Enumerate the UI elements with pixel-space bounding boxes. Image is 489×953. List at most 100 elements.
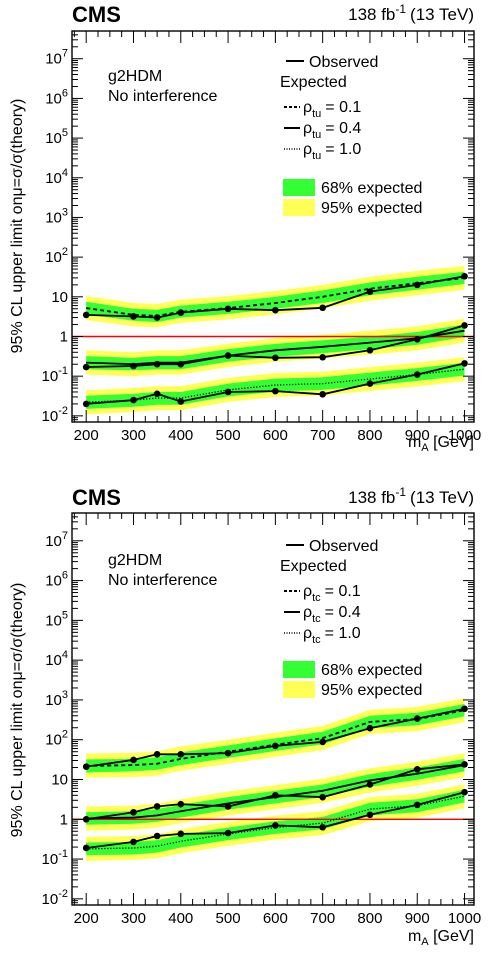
observed-point-coupling-1 (130, 756, 137, 764)
x-axis-label: mA [GeV] (408, 928, 474, 948)
coupling-value: = 0.4 (325, 604, 361, 621)
rho-symbol: ρ (303, 604, 312, 621)
x-axis-symbol: m (408, 434, 421, 451)
y-tick-base: 10 (45, 732, 62, 749)
y-tick-exponent: 2 (62, 246, 68, 258)
y-tick-label: 10 (51, 771, 68, 788)
y-tick-label: 102 (45, 246, 68, 266)
observed-point-coupling-3 (272, 822, 279, 829)
x-tick-label: 900 (405, 910, 430, 927)
observed-line-coupling-2 (86, 324, 465, 368)
x-tick-label: 900 (405, 427, 430, 444)
legend-coupling-3: ρtu = 1.0 (303, 141, 361, 162)
y-tick-label: 10-1 (42, 365, 68, 385)
x-tick-label: 200 (74, 427, 99, 444)
x-axis-unit: [GeV] (429, 434, 474, 451)
observed-point-coupling-1 (461, 705, 468, 713)
y-tick-exponent: 6 (62, 570, 68, 582)
y-tick-base: 10 (42, 891, 59, 908)
observed-point-coupling-3 (413, 801, 421, 809)
y-tick-label: 107 (45, 530, 68, 550)
observed-point-coupling-2 (413, 766, 421, 773)
y-tick-exponent: 2 (62, 729, 68, 741)
y-tick-exponent: 4 (62, 167, 68, 179)
y-tick-base: 10 (45, 170, 62, 187)
observed-point-coupling-2 (461, 322, 468, 329)
y-tick-base: 10 (45, 90, 62, 107)
luminosity-exponent: -1 (395, 485, 406, 499)
observed-line-coupling-2 (86, 763, 465, 821)
observed-point-coupling-2 (366, 346, 374, 354)
y-tick-label: 104 (45, 167, 68, 187)
legend-band68-label: 68% expected (321, 180, 422, 197)
y-tick-base: 10 (42, 368, 59, 385)
x-axis-subscript: A (421, 442, 429, 454)
y-tick-base: 10 (45, 573, 62, 590)
observed-point-coupling-2 (82, 363, 90, 371)
legend: Observed Expected ρtu = 0.1 ρtu = 0.4 ρtu =… (280, 54, 422, 217)
y-tick-base: 10 (51, 289, 68, 306)
model-note: No interference (108, 88, 217, 105)
observed-point-coupling-1 (82, 311, 90, 319)
y-tick-label: 10 (51, 289, 68, 306)
observed-point-coupling-1 (153, 750, 161, 758)
y-tick-label: 1 (60, 811, 68, 828)
x-axis-label: mA [GeV] (408, 434, 474, 454)
y-tick-exponent: -1 (58, 365, 68, 377)
observed-line-coupling-3 (86, 791, 465, 849)
y-tick-label: 1 (60, 328, 68, 345)
y-tick-base: 1 (60, 328, 68, 345)
y-tick-label: 105 (45, 609, 68, 629)
panel-bottom: CMS 138 fb-1 (13 TeV) 10-210-111010210310… (9, 485, 481, 948)
y-tick-exponent: 3 (62, 206, 68, 218)
x-axis-symbol: m (408, 928, 421, 945)
observed-point-coupling-1 (413, 281, 421, 289)
x-axis-unit: [GeV] (429, 928, 474, 945)
x-tick-label: 400 (168, 910, 193, 927)
y-tick-label: 104 (45, 649, 68, 669)
legend-band68-swatch (283, 179, 315, 196)
y-tick-exponent: -2 (58, 405, 68, 417)
rho-subscript: tc (312, 634, 321, 646)
panel-top: CMS 138 fb-1 (13 TeV) 10-210-111010210310… (9, 2, 481, 454)
legend-coupling-2: ρtc = 0.4 (303, 604, 361, 625)
observed-point-coupling-3 (461, 788, 468, 796)
annotation-model: g2HDM No interference (108, 68, 217, 105)
x-tick-label: 500 (216, 910, 241, 927)
observed-point-coupling-1 (177, 309, 185, 316)
y-tick-label: 103 (45, 689, 68, 709)
observed-point-coupling-3 (413, 371, 421, 378)
observed-point-coupling-1 (413, 715, 421, 722)
observed-point-coupling-1 (82, 763, 90, 770)
y-tick-exponent: 7 (62, 530, 68, 542)
observed-point-coupling-2 (153, 803, 161, 810)
observed-point-coupling-1 (366, 724, 374, 732)
legend-coupling-1: ρtu = 0.1 (303, 99, 361, 120)
y-tick-label: 103 (45, 206, 68, 226)
y-tick-exponent: -1 (58, 848, 68, 860)
expected-line-coupling-1 (86, 709, 465, 767)
coupling-value: = 1.0 (325, 625, 361, 642)
luminosity-value: 138 fb (348, 488, 395, 507)
observed-point-coupling-1 (461, 272, 468, 280)
observed-point-coupling-3 (461, 360, 468, 367)
observed-point-coupling-3 (272, 387, 279, 395)
observed-point-coupling-2 (153, 360, 161, 368)
observed-point-coupling-3 (130, 838, 137, 846)
x-axis-subscript: A (421, 936, 429, 948)
rho-subscript: tu (312, 129, 321, 141)
y-tick-base: 10 (42, 851, 59, 868)
observed-point-coupling-1 (224, 749, 232, 757)
y-tick-label: 10-1 (42, 848, 68, 868)
band68-band-coupling-3 (86, 362, 465, 409)
rho-subscript: tu (312, 108, 321, 120)
coupling-value: = 0.1 (325, 583, 361, 600)
observed-point-coupling-3 (177, 830, 185, 838)
y-tick-base: 1 (60, 811, 68, 828)
luminosity-label: 138 fb-1 (13 TeV) (348, 485, 474, 507)
coupling-value: = 0.1 (325, 99, 361, 116)
annotation-model: g2HDM No interference (108, 552, 217, 589)
